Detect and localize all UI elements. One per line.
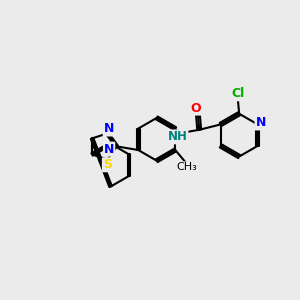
Text: S: S	[103, 158, 112, 171]
Text: CH₃: CH₃	[177, 162, 197, 172]
Text: Cl: Cl	[231, 87, 244, 100]
Text: N: N	[256, 116, 266, 130]
Text: N: N	[103, 122, 114, 136]
Text: O: O	[190, 102, 201, 115]
Text: N: N	[104, 142, 114, 156]
Text: NH: NH	[168, 130, 188, 143]
